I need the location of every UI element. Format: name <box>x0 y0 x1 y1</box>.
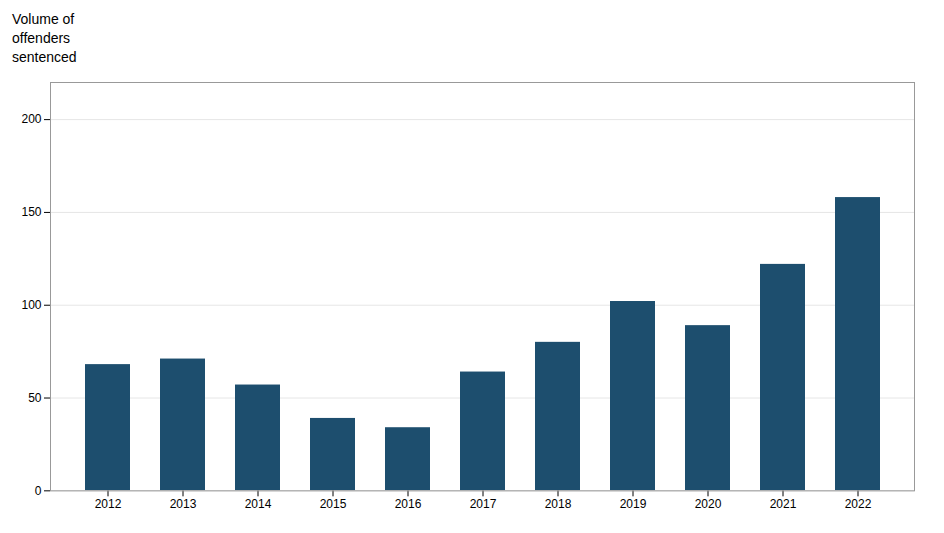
svg-text:100: 100 <box>21 298 41 312</box>
svg-text:2020: 2020 <box>695 497 722 511</box>
html-text:Volume of: Volume of <box>12 11 75 27</box>
svg-text:150: 150 <box>21 205 41 219</box>
svg-text:200: 200 <box>21 112 41 126</box>
svg-text:2013: 2013 <box>170 497 197 511</box>
svg-text:2014: 2014 <box>245 497 272 511</box>
svg-text:50: 50 <box>28 391 42 405</box>
svg-text:2016: 2016 <box>395 497 422 511</box>
svg-text:2019: 2019 <box>620 497 647 511</box>
svg-text:2012: 2012 <box>95 497 122 511</box>
svg-text:2018: 2018 <box>545 497 572 511</box>
html-text:offenders: offenders <box>12 29 71 46</box>
html-text:sentenced: sentenced <box>12 48 77 65</box>
svg-text:2017: 2017 <box>470 497 497 511</box>
svg-text:0: 0 <box>35 483 42 497</box>
svg-text:2022: 2022 <box>845 497 872 511</box>
svg-text:2021: 2021 <box>770 497 797 511</box>
svg-text:2015: 2015 <box>320 497 347 511</box>
